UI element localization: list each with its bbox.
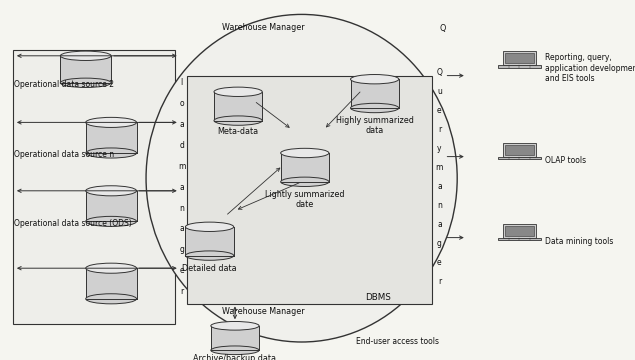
Text: Meta-data: Meta-data [218, 127, 258, 136]
FancyBboxPatch shape [498, 238, 541, 240]
Text: a: a [179, 225, 184, 234]
Ellipse shape [86, 216, 137, 226]
Text: e: e [179, 266, 184, 275]
Bar [211, 326, 259, 350]
Bar [60, 56, 111, 83]
Text: End-user access tools: End-user access tools [356, 338, 439, 346]
Text: g: g [437, 239, 442, 248]
Text: Data mining tools: Data mining tools [545, 237, 613, 246]
Text: d: d [179, 141, 184, 150]
Text: OLAP tools: OLAP tools [545, 156, 586, 165]
Ellipse shape [211, 321, 259, 330]
Ellipse shape [185, 251, 234, 260]
Text: Highly summarized
data: Highly summarized data [336, 116, 413, 135]
Text: Operational data source (ODS): Operational data source (ODS) [14, 219, 131, 228]
Ellipse shape [211, 346, 259, 355]
Text: Warehouse Manager: Warehouse Manager [222, 22, 305, 31]
Ellipse shape [281, 177, 329, 186]
Bar [281, 153, 329, 182]
Text: m: m [178, 162, 185, 171]
Ellipse shape [86, 263, 137, 273]
Text: Archive/backup data: Archive/backup data [194, 354, 276, 360]
Text: Q: Q [436, 68, 443, 77]
Text: n: n [179, 204, 184, 212]
Ellipse shape [214, 87, 262, 96]
FancyBboxPatch shape [505, 145, 533, 155]
Ellipse shape [351, 103, 399, 113]
Text: Operational data source 2: Operational data source 2 [14, 80, 114, 89]
Text: DBMS: DBMS [365, 292, 391, 302]
Text: Lightly summarized
date: Lightly summarized date [265, 190, 345, 209]
FancyBboxPatch shape [503, 51, 536, 65]
FancyBboxPatch shape [187, 76, 432, 304]
Text: r: r [438, 125, 441, 134]
Ellipse shape [60, 51, 111, 60]
Text: m: m [436, 163, 443, 172]
Bar [351, 79, 399, 108]
Text: l: l [180, 78, 183, 87]
Text: Q: Q [439, 24, 446, 33]
Text: u: u [437, 86, 442, 95]
FancyBboxPatch shape [13, 50, 175, 324]
FancyBboxPatch shape [503, 224, 536, 238]
Bar [185, 227, 234, 256]
Text: Reporting, query,
application development
and EIS tools: Reporting, query, application developmen… [545, 54, 635, 83]
Text: Operational data source n: Operational data source n [14, 150, 114, 159]
Ellipse shape [214, 116, 262, 125]
Text: a: a [179, 183, 184, 192]
FancyBboxPatch shape [503, 143, 536, 157]
Text: r: r [438, 277, 441, 286]
Text: e: e [437, 258, 442, 267]
Ellipse shape [60, 78, 111, 87]
Bar [86, 268, 137, 299]
Text: Detailed data: Detailed data [182, 264, 237, 273]
Ellipse shape [281, 148, 329, 158]
Bar [214, 92, 262, 121]
Text: y: y [437, 144, 442, 153]
Ellipse shape [185, 222, 234, 231]
Bar [86, 122, 137, 153]
Text: a: a [437, 182, 442, 191]
Text: a: a [179, 120, 184, 129]
Text: a: a [437, 220, 442, 229]
Text: o: o [179, 99, 184, 108]
Ellipse shape [86, 117, 137, 127]
Ellipse shape [146, 14, 457, 342]
FancyBboxPatch shape [505, 54, 533, 63]
Text: n: n [437, 201, 442, 210]
FancyBboxPatch shape [498, 157, 541, 159]
Bar [86, 191, 137, 221]
Text: r: r [180, 287, 184, 296]
Ellipse shape [86, 186, 137, 196]
Text: Warehouse Manager: Warehouse Manager [222, 307, 305, 316]
FancyBboxPatch shape [498, 65, 541, 68]
Text: e: e [437, 105, 442, 114]
Ellipse shape [86, 294, 137, 304]
FancyBboxPatch shape [505, 226, 533, 236]
Ellipse shape [351, 75, 399, 84]
Ellipse shape [86, 148, 137, 158]
Text: g: g [179, 246, 184, 254]
